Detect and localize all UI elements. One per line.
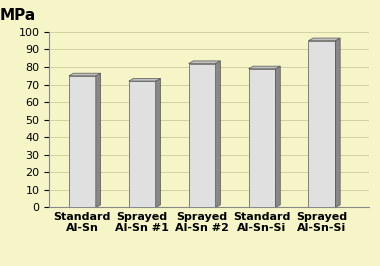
Bar xyxy=(188,64,215,207)
Polygon shape xyxy=(69,73,101,76)
Bar xyxy=(309,41,336,207)
Bar xyxy=(69,76,96,207)
Polygon shape xyxy=(309,38,340,41)
Text: MPa: MPa xyxy=(0,8,36,23)
Polygon shape xyxy=(96,73,101,207)
Polygon shape xyxy=(276,66,280,207)
Polygon shape xyxy=(249,66,280,69)
Polygon shape xyxy=(129,78,160,81)
Bar xyxy=(249,69,276,207)
Polygon shape xyxy=(188,61,220,64)
Bar xyxy=(129,81,156,207)
Polygon shape xyxy=(336,38,340,207)
Polygon shape xyxy=(156,78,160,207)
Polygon shape xyxy=(215,61,220,207)
